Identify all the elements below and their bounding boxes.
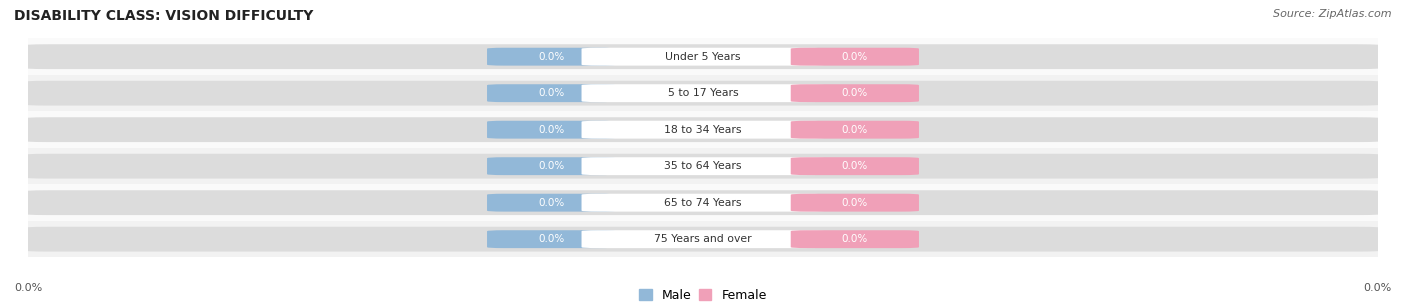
Text: 0.0%: 0.0% — [842, 88, 868, 98]
FancyBboxPatch shape — [790, 230, 920, 248]
Text: 35 to 64 Years: 35 to 64 Years — [664, 161, 742, 171]
FancyBboxPatch shape — [582, 121, 824, 138]
FancyBboxPatch shape — [486, 230, 616, 248]
Text: 0.0%: 0.0% — [842, 52, 868, 62]
Text: 65 to 74 Years: 65 to 74 Years — [664, 198, 742, 208]
Text: 0.0%: 0.0% — [538, 234, 564, 244]
FancyBboxPatch shape — [790, 121, 920, 138]
FancyBboxPatch shape — [582, 230, 824, 248]
Text: 0.0%: 0.0% — [538, 161, 564, 171]
Text: 0.0%: 0.0% — [538, 52, 564, 62]
FancyBboxPatch shape — [486, 121, 616, 138]
FancyBboxPatch shape — [582, 48, 824, 66]
FancyBboxPatch shape — [21, 44, 1385, 69]
Text: DISABILITY CLASS: VISION DIFFICULTY: DISABILITY CLASS: VISION DIFFICULTY — [14, 9, 314, 23]
FancyBboxPatch shape — [21, 190, 1385, 215]
FancyBboxPatch shape — [582, 157, 824, 175]
Text: 0.0%: 0.0% — [842, 161, 868, 171]
Bar — [28, 185, 1378, 221]
FancyBboxPatch shape — [790, 84, 920, 102]
Text: 0.0%: 0.0% — [14, 283, 42, 293]
Text: Source: ZipAtlas.com: Source: ZipAtlas.com — [1274, 9, 1392, 19]
FancyBboxPatch shape — [582, 84, 824, 102]
Text: 18 to 34 Years: 18 to 34 Years — [664, 125, 742, 135]
Bar — [28, 148, 1378, 185]
Bar — [28, 38, 1378, 75]
FancyBboxPatch shape — [486, 48, 616, 66]
FancyBboxPatch shape — [21, 227, 1385, 252]
FancyBboxPatch shape — [21, 117, 1385, 142]
FancyBboxPatch shape — [582, 194, 824, 212]
Text: 0.0%: 0.0% — [1364, 283, 1392, 293]
FancyBboxPatch shape — [486, 194, 616, 212]
Bar — [28, 75, 1378, 111]
Text: 5 to 17 Years: 5 to 17 Years — [668, 88, 738, 98]
FancyBboxPatch shape — [486, 157, 616, 175]
FancyBboxPatch shape — [790, 48, 920, 66]
Text: 0.0%: 0.0% — [538, 198, 564, 208]
Legend: Male, Female: Male, Female — [640, 289, 766, 302]
FancyBboxPatch shape — [790, 194, 920, 212]
Text: 0.0%: 0.0% — [842, 234, 868, 244]
Text: Under 5 Years: Under 5 Years — [665, 52, 741, 62]
Text: 0.0%: 0.0% — [538, 125, 564, 135]
Text: 75 Years and over: 75 Years and over — [654, 234, 752, 244]
FancyBboxPatch shape — [486, 84, 616, 102]
Bar — [28, 221, 1378, 257]
Text: 0.0%: 0.0% — [842, 125, 868, 135]
Text: 0.0%: 0.0% — [842, 198, 868, 208]
FancyBboxPatch shape — [790, 157, 920, 175]
FancyBboxPatch shape — [21, 154, 1385, 179]
Text: 0.0%: 0.0% — [538, 88, 564, 98]
Bar — [28, 111, 1378, 148]
FancyBboxPatch shape — [21, 81, 1385, 106]
